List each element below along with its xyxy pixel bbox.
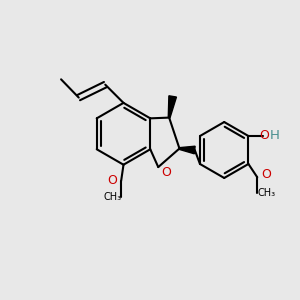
Text: CH₃: CH₃ [103, 192, 122, 202]
Text: O: O [259, 129, 269, 142]
Polygon shape [168, 96, 176, 118]
Text: CH₃: CH₃ [257, 188, 275, 198]
Polygon shape [179, 146, 195, 154]
Text: O: O [107, 174, 117, 187]
Text: O: O [261, 168, 271, 182]
Text: H: H [269, 129, 279, 142]
Text: O: O [162, 166, 171, 179]
